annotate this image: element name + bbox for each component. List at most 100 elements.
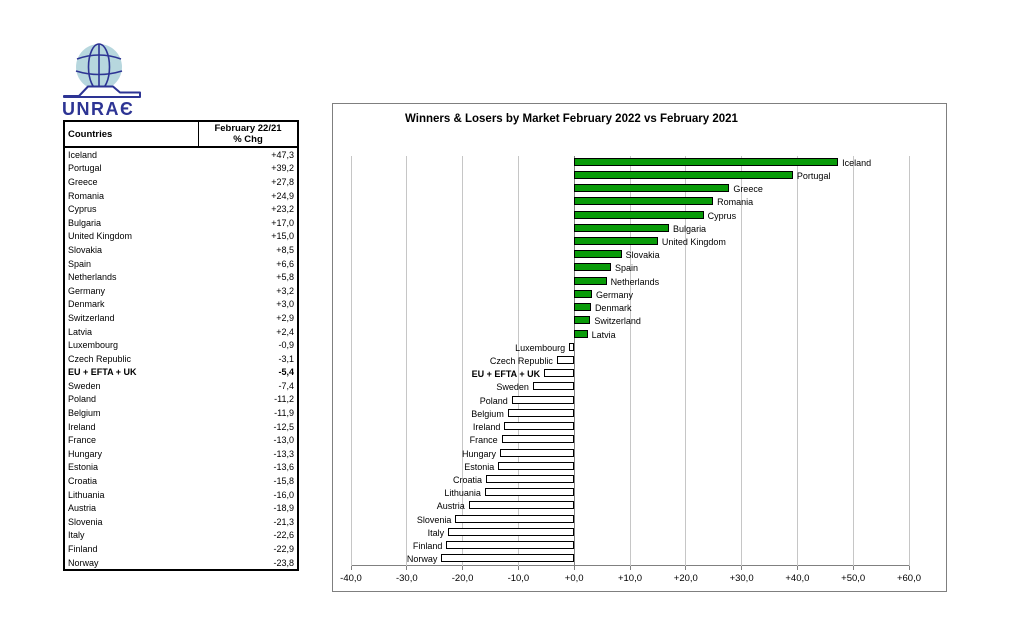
bar-label: Austria <box>436 501 465 512</box>
bar-negative <box>504 422 575 431</box>
bar-positive <box>574 250 622 259</box>
table-row: Cyprus +23,2 <box>65 202 297 216</box>
table-header-change-line1: February 22/21 <box>214 123 282 134</box>
bar-label: Ireland <box>472 422 501 433</box>
table-cell-country: Czech Republic <box>68 353 132 364</box>
bar-negative <box>501 435 575 444</box>
bar-label: Germany <box>596 289 634 300</box>
bar-label: Slovakia <box>625 250 660 261</box>
table-cell-country: Poland <box>68 394 97 405</box>
table-row: Greece +27,8 <box>65 175 297 189</box>
table-cell-country: Croatia <box>68 476 98 487</box>
table-row: Romania +24,9 <box>65 189 297 203</box>
bar-negative <box>498 461 575 470</box>
table-cell-country: Finland <box>68 544 98 555</box>
table-row: Belgium -11,9 <box>65 406 297 420</box>
table-row: Slovakia +8,5 <box>65 243 297 257</box>
bar-positive <box>574 316 591 325</box>
table-cell-country: Portugal <box>68 163 102 174</box>
x-axis-tick-label: -40,0 <box>340 573 362 584</box>
table-cell-change: +2,4 <box>276 326 294 337</box>
table-row: Finland -22,9 <box>65 542 297 556</box>
gridline <box>685 156 687 566</box>
bar-label: Denmark <box>594 303 632 314</box>
table-cell-country: Hungary <box>68 448 103 459</box>
table-row: Switzerland +2,9 <box>65 311 297 325</box>
bar-positive <box>574 210 704 219</box>
axis-tick <box>685 566 687 570</box>
table-cell-country: Belgium <box>68 408 101 419</box>
plot-area: -40,0 -30,0 -20,0 -10,0 +0,0 +10,0 +20,0 +30,0 +… <box>340 156 921 584</box>
table-cell-country: Norway <box>68 557 99 568</box>
gridline <box>406 156 408 566</box>
zero-axis-line <box>573 156 575 566</box>
bar-label: Netherlands <box>610 276 660 287</box>
bar-label: France <box>469 435 498 446</box>
bar-label: Iceland <box>842 157 872 168</box>
table-cell-change: -12,5 <box>273 421 294 432</box>
x-axis-tick-label: +20,0 <box>673 573 698 584</box>
table-row: France -13,0 <box>65 433 297 447</box>
table-cell-change: -11,2 <box>274 394 294 405</box>
bar-label: United Kingdom <box>661 236 726 247</box>
table-row: EU + EFTA + UK -5,4 <box>65 366 297 380</box>
table-cell-change: -11,9 <box>274 408 294 419</box>
table-cell-country: Austria <box>68 503 97 514</box>
axis-tick <box>350 566 352 570</box>
bar-label: Slovenia <box>416 514 452 525</box>
bar-negative <box>455 514 575 523</box>
table-cell-change: +15,0 <box>271 231 294 242</box>
table-row: Ireland -12,5 <box>65 420 297 434</box>
x-axis-tick-label: +60,0 <box>896 573 922 584</box>
axis-tick <box>796 566 798 570</box>
table-row: Netherlands +5,8 <box>65 270 297 284</box>
table-cell-country: Germany <box>68 285 106 296</box>
table-cell-country: Switzerland <box>68 312 115 323</box>
table-cell-country: Slovakia <box>68 244 103 255</box>
table-cell-country: Slovenia <box>68 516 103 527</box>
table-cell-change: +6,6 <box>276 258 294 269</box>
bar-negative <box>441 554 575 563</box>
table-cell-country: Latvia <box>68 326 93 337</box>
bar-label: Czech Republic <box>489 356 553 366</box>
table-row: Croatia -15,8 <box>65 474 297 488</box>
bar-label: Portugal <box>796 170 831 181</box>
table-cell-country: Greece <box>68 176 98 187</box>
table-cell-country: Iceland <box>68 149 98 160</box>
x-axis-tick-label: +50,0 <box>841 573 866 584</box>
table-header: Countries February 22/21 % Chg <box>65 122 297 148</box>
table-cell-change: +3,2 <box>276 285 294 296</box>
table-row: Hungary -13,3 <box>65 447 297 461</box>
x-axis-tick-label: -10,0 <box>507 573 530 584</box>
table-row: Estonia -13,6 <box>65 461 297 475</box>
x-axis-tick-label: +40,0 <box>785 573 810 584</box>
table-cell-country: EU + EFTA + UK <box>68 367 137 378</box>
unrae-logo: UNRAЄ <box>62 42 152 118</box>
table-cell-country: Luxembourg <box>68 340 119 351</box>
table-cell-country: Netherlands <box>68 272 117 283</box>
bar-negative <box>544 369 575 378</box>
table-cell-change: -23,8 <box>273 557 294 568</box>
axis-tick <box>908 566 910 570</box>
bar-positive <box>574 197 714 206</box>
table-cell-country: United Kingdom <box>68 231 133 242</box>
bar-negative <box>569 342 575 351</box>
gridline <box>517 156 519 566</box>
table-cell-country: Bulgaria <box>68 217 102 228</box>
bar-negative <box>532 382 575 391</box>
table-cell-country: France <box>68 435 97 446</box>
table-cell-change: +24,9 <box>271 190 294 201</box>
table-cell-change: -15,8 <box>273 476 294 487</box>
unrae-globe-icon <box>63 43 141 98</box>
table-row: Latvia +2,4 <box>65 325 297 339</box>
axis-tick <box>573 566 575 570</box>
table-cell-change: -18,9 <box>273 503 294 514</box>
table-cell-change: -0,9 <box>278 340 294 351</box>
table-cell-change: -7,4 <box>278 380 294 391</box>
table-cell-country: Denmark <box>68 299 105 310</box>
bar-positive <box>574 184 730 193</box>
bar-label: Sweden <box>496 382 529 393</box>
table-cell-country: Lithuania <box>68 489 105 500</box>
table-body: Iceland +47,3 Portugal +39,2 Greece +27,8 Roma… <box>65 148 297 569</box>
